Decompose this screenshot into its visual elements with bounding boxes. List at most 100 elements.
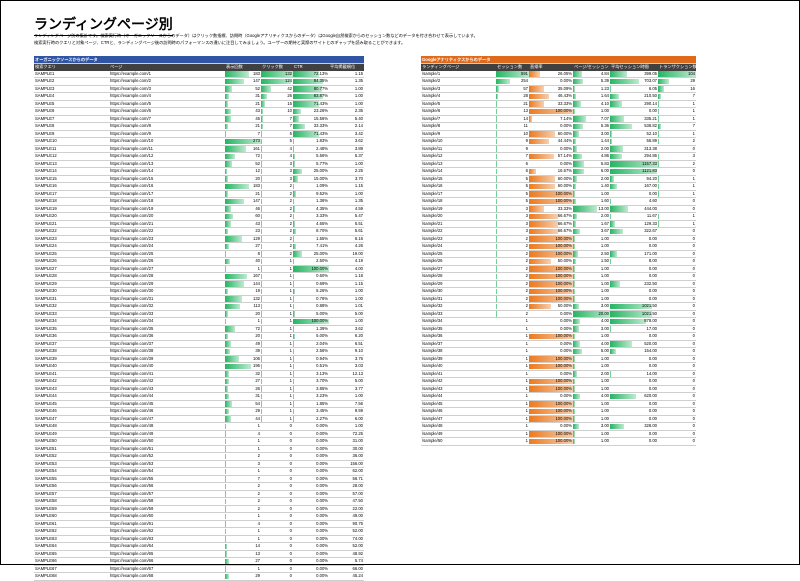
sessions-cell: 591 (496, 71, 529, 78)
cell-value: 5.83 (601, 161, 609, 166)
cell-value: 100.00% (555, 281, 572, 286)
page-cell: https://example.com/58 (109, 498, 225, 506)
avg-position-cell: 1.18 (329, 273, 364, 281)
impressions-cell: 2 (225, 498, 261, 506)
cell-value: 0.76% (316, 296, 328, 301)
cell-value: 4.00 (601, 341, 609, 346)
data-bar (573, 409, 575, 415)
cell-value: 0.00 (649, 288, 657, 293)
query-cell: SAMPLE31 (34, 295, 109, 303)
page-cell: https://example.com/64 (109, 543, 225, 551)
sessions-cell: 1 (496, 400, 529, 408)
cell-value: 45 (255, 116, 260, 121)
impressions-cell: 4 (225, 430, 261, 438)
avg-position-cell: 1.00 (329, 100, 364, 108)
cell-value: 5.00% (316, 311, 328, 316)
cell-value: 1 (693, 101, 695, 106)
cell-value: 3 (526, 221, 528, 226)
data-bar (573, 251, 578, 257)
cell-value: 0.00 (649, 363, 657, 368)
cell-value: 27 (255, 378, 260, 383)
clicks-cell: 0 (261, 558, 293, 566)
clicks-cell: 0 (261, 460, 293, 468)
data-bar (573, 341, 580, 347)
page-cell: https://example.com/10 (109, 138, 225, 146)
page-cell: https://example.com/9 (109, 130, 225, 138)
cell-value: 0 (290, 513, 292, 518)
avg-position-cell: 22.00 (329, 505, 364, 513)
pages-per-session-cell: 1.00 (573, 355, 610, 363)
cell-value: 1 (290, 363, 292, 368)
data-bar (293, 199, 294, 205)
cell-value: 32 (255, 371, 260, 376)
data-bar (225, 101, 228, 107)
avg-session-time-cell: 878.00 (610, 318, 658, 326)
cell-value: 0.00% (560, 341, 572, 346)
landing-page-cell: /sample/20 (421, 213, 496, 221)
bounce-rate-cell: 66.67% (529, 220, 573, 228)
page-cell: https://example.com/68 (109, 573, 225, 581)
avg-position-cell: 19.00 (329, 250, 364, 258)
sessions-cell: 1 (496, 340, 529, 348)
query-cell: SAMPLE29 (34, 280, 109, 288)
data-bar (573, 289, 575, 295)
transactions-cell: 0 (658, 295, 696, 303)
clicks-cell: 2 (261, 243, 293, 251)
clicks-cell: 0 (261, 498, 293, 506)
ctr-cell: 2.50% (293, 258, 329, 266)
clicks-cell: 0 (261, 475, 293, 483)
landing-page-cell: /sample/14 (421, 168, 496, 176)
cell-value: 1 (693, 176, 695, 181)
cell-value: 1 (290, 311, 292, 316)
query-cell: SAMPLE7 (34, 115, 109, 123)
page-cell: https://example.com/34 (109, 318, 225, 326)
data-bar (225, 259, 230, 265)
pages-per-session-cell: 5.83 (573, 160, 610, 168)
ctr-cell: 0.00% (293, 565, 329, 573)
page-cell: https://example.com/45 (109, 400, 225, 408)
cell-value: 4.10 (601, 101, 609, 106)
avg-position-cell: 72.25 (329, 430, 364, 438)
cell-value: 5.77% (316, 161, 328, 166)
query-cell: SAMPLE20 (34, 213, 109, 221)
cell-value: 0.00% (560, 161, 572, 166)
cell-value: 1 (526, 431, 528, 436)
cell-value: 1.67 (601, 221, 609, 226)
cell-value: 1.39% (316, 326, 328, 331)
header-avg-position: 平均掲載順位 (329, 64, 364, 71)
cell-value: 2 (290, 243, 292, 248)
cell-value: 3.67 (601, 228, 609, 233)
cell-value: 1.00 (601, 408, 609, 413)
landing-page-cell: /sample/9 (421, 130, 496, 138)
cell-value: 0 (693, 438, 695, 443)
impressions-cell: 21 (225, 123, 261, 131)
data-bar (610, 139, 612, 145)
cell-value: 1.00 (601, 243, 609, 248)
bounce-rate-cell: 100.00% (529, 273, 573, 281)
cell-value: 29 (690, 78, 695, 83)
sessions-cell: 2 (496, 258, 529, 266)
cell-value: 0.00% (560, 371, 572, 376)
avg-position-cell: 5.40 (329, 115, 364, 123)
impressions-cell: 27 (225, 558, 261, 566)
bounce-rate-cell: 100.00% (529, 333, 573, 341)
cell-value: 39 (255, 348, 260, 353)
pages-per-session-cell: 1.00 (573, 385, 610, 393)
cell-value: 4.84 (601, 71, 609, 76)
bounce-rate-cell: 0.00% (529, 318, 573, 326)
data-bar (225, 371, 229, 377)
cell-value: 2.00 (601, 371, 609, 376)
cell-value: 0 (693, 371, 695, 376)
clicks-cell: 1 (261, 333, 293, 341)
description-line-2: 検索実行時のクエリと対象ページ、CTRと、ランディングページ後の訪問時のパフォー… (34, 40, 774, 45)
data-bar (225, 251, 226, 257)
ctr-cell: 0.00% (293, 535, 329, 543)
cell-value: 1 (290, 266, 292, 271)
avg-position-cell: 1.00 (329, 190, 364, 198)
